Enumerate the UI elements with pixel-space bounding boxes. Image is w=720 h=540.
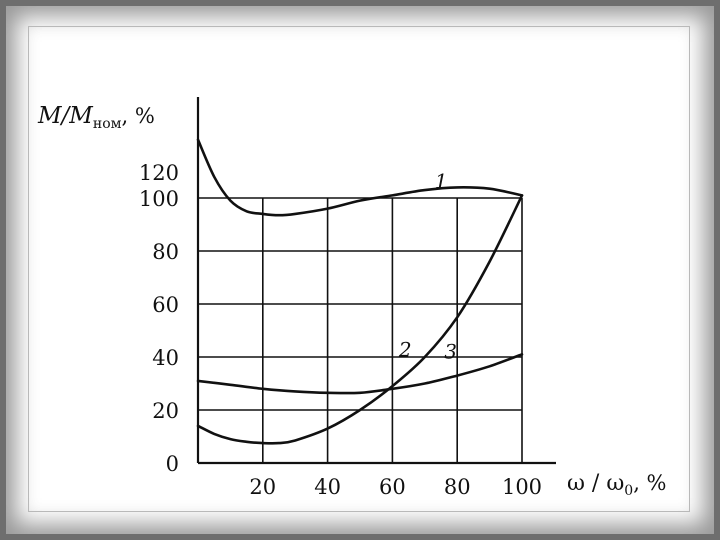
y-tick-label-100: 100 (139, 187, 179, 211)
y-tick-label-120: 120 (139, 161, 179, 185)
curve-label-2: 2 (398, 337, 412, 361)
y-tick-label-60: 60 (152, 293, 179, 317)
x-tick-label-40: 40 (314, 475, 341, 499)
series (196, 138, 524, 445)
curve-labels: 1 2 3 (398, 169, 457, 364)
series-line-1 (196, 138, 524, 217)
curve-label-1: 1 (435, 169, 448, 193)
x-axis-title: ω / ω0, % (567, 471, 667, 499)
axes (196, 97, 556, 465)
series-line-2 (196, 194, 524, 445)
y-tick-label-40: 40 (152, 346, 179, 370)
x-axis-unit: , % (633, 471, 666, 495)
y-tick-label-80: 80 (152, 240, 179, 264)
y-axis-sub: ном (93, 116, 122, 132)
y-axis-var: M/M (37, 103, 94, 129)
series-line-3 (196, 353, 524, 395)
figure-border (28, 26, 690, 512)
x-tick-label-80: 80 (444, 475, 471, 499)
image-frame (6, 6, 714, 534)
y-axis-unit: , % (122, 104, 155, 128)
curve-label-3: 3 (444, 340, 457, 364)
y-axis-title: M/Mном, % (37, 103, 155, 132)
x-axis-sub: 0 (624, 483, 633, 499)
x-tick-label-100: 100 (502, 475, 542, 499)
x-axis-var: ω / ω (567, 471, 624, 496)
x-tick-label-60: 60 (379, 475, 406, 499)
x-tick-label-20: 20 (249, 475, 276, 499)
grid (198, 197, 523, 463)
y-tick-label-20: 20 (152, 399, 179, 423)
y-tick-label-0: 0 (166, 452, 179, 476)
